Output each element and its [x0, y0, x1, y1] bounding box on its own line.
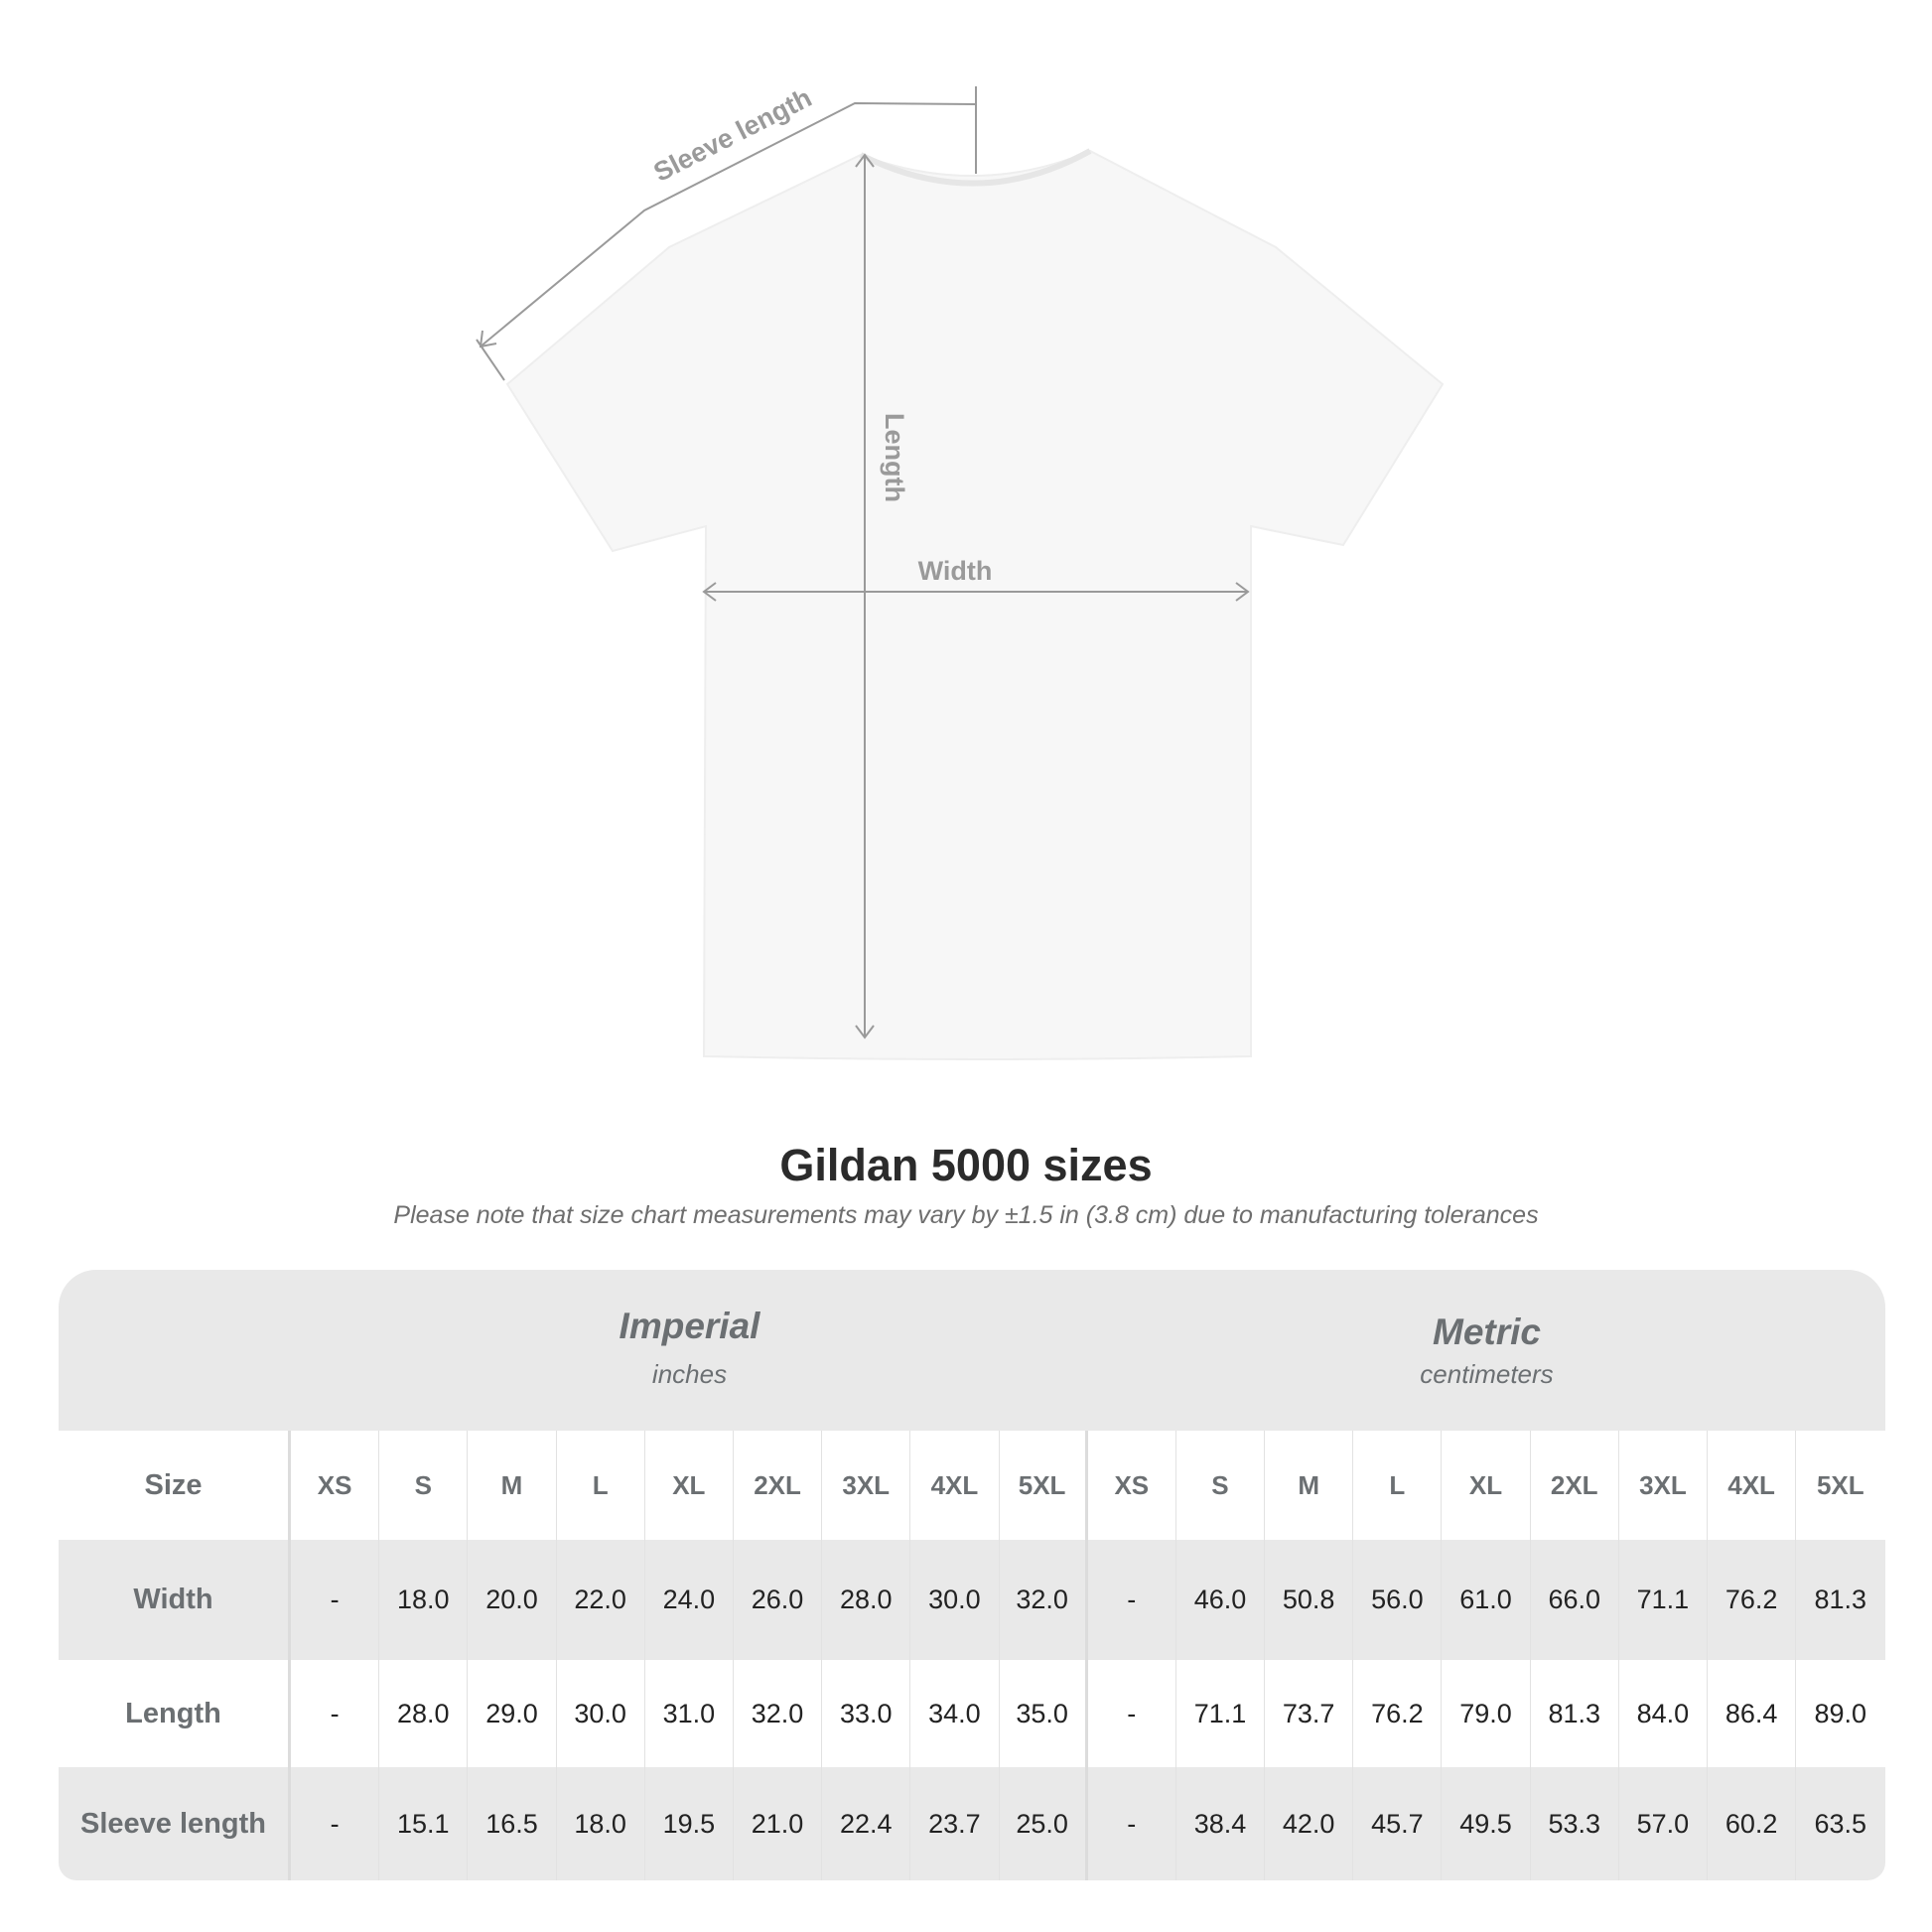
table-cell: 15.1	[379, 1767, 469, 1880]
sleeve-length-row: Sleeve length -15.1 16.5 18.0 19.5 21.0 22.4 23…	[59, 1767, 1885, 1880]
row-label: Length	[59, 1660, 291, 1767]
table-cell: 38.4	[1176, 1767, 1266, 1880]
chart-title: Gildan 5000 sizes	[779, 1140, 1153, 1190]
size-table: Imperial inches Metric centimeters Size X…	[59, 1270, 1885, 1880]
table-cell: 81.3	[1531, 1660, 1619, 1767]
table-cell: 56.0	[1353, 1540, 1443, 1660]
table-cell: 2XL	[1531, 1431, 1619, 1540]
table-cell: 89.0	[1814, 1698, 1867, 1728]
table-cell: -	[1088, 1660, 1176, 1767]
table-cell: 53.3	[1531, 1767, 1619, 1880]
table-cell: XS	[291, 1431, 380, 1540]
sleeve-measure-line	[480, 101, 977, 347]
table-cell: 57.0	[1619, 1767, 1708, 1880]
table-cell: 35.0	[1000, 1660, 1088, 1767]
tshirt-shape	[505, 149, 1445, 1060]
row-label: Sleeve length	[59, 1767, 291, 1880]
table-cell: 30.0	[910, 1540, 1000, 1660]
table-cell: 25.0	[1000, 1767, 1088, 1880]
tolerance-note: Please note that size chart measurements…	[393, 1201, 1539, 1229]
table-cell: -	[291, 1767, 380, 1880]
table-cell: XS	[1088, 1431, 1176, 1540]
table-cell: 22.0	[557, 1540, 645, 1660]
table-cell: 30.0	[557, 1660, 645, 1767]
table-cell: 4XL	[910, 1431, 1000, 1540]
table-cell: 2XL	[734, 1431, 823, 1540]
table-cell: S	[379, 1431, 469, 1540]
table-cell: 24.0	[645, 1540, 734, 1660]
table-cell: 28.0	[822, 1540, 911, 1660]
table-cell: L	[1353, 1431, 1443, 1540]
table-cell: -	[1088, 1540, 1176, 1660]
table-header	[59, 1270, 1885, 1431]
table-cell: 61.0	[1442, 1540, 1531, 1660]
table-cell: 3XL	[822, 1431, 911, 1540]
tshirt-diagram: Sleeve length Length Width	[476, 82, 1445, 1060]
row-label: Width	[59, 1540, 291, 1660]
table-cell: M	[468, 1431, 557, 1540]
table-cell: XL	[1442, 1431, 1531, 1540]
table-cell: 3XL	[1619, 1431, 1708, 1540]
table-cell: 4XL	[1708, 1431, 1797, 1540]
width-label: Width	[918, 556, 993, 586]
table-cell: -	[291, 1540, 380, 1660]
table-cell: 32.0	[1000, 1540, 1088, 1660]
table-cell: -	[1088, 1767, 1176, 1880]
table-cell: 86.4	[1708, 1660, 1797, 1767]
table-cell: 26.0	[734, 1540, 823, 1660]
table-cell: 33.0	[822, 1660, 911, 1767]
table-cell: 19.5	[645, 1767, 734, 1880]
table-cell: 5XL	[1816, 1469, 1864, 1500]
table-cell: M	[1265, 1431, 1354, 1540]
table-cell: 49.5	[1442, 1767, 1531, 1880]
table-cell: 18.0	[379, 1540, 469, 1660]
table-cell: 23.7	[910, 1767, 1000, 1880]
table-cell: 5XL	[1000, 1431, 1088, 1540]
table-cell: 29.0	[468, 1660, 557, 1767]
table-cell: 45.7	[1353, 1767, 1443, 1880]
table-cell: 76.2	[1708, 1540, 1797, 1660]
table-cell: 16.5	[468, 1767, 557, 1880]
size-row: Size XS S M L XL 2XL 3XL 4XL 5XL XS S M L XL 2XL 3XL 4XL 5…	[59, 1431, 1885, 1540]
table-cell: L	[557, 1431, 645, 1540]
table-cell: XL	[645, 1431, 734, 1540]
table-cell: 71.1	[1176, 1660, 1266, 1767]
table-cell: -	[291, 1660, 380, 1767]
table-cell: S	[1176, 1431, 1266, 1540]
table-cell: 84.0	[1619, 1660, 1708, 1767]
table-cell: 28.0	[379, 1660, 469, 1767]
table-cell: 21.0	[734, 1767, 823, 1880]
length-label: Length	[880, 413, 909, 502]
row-label: Size	[59, 1431, 291, 1540]
table-cell: 66.0	[1531, 1540, 1619, 1660]
width-row: Width -18.0 20.0 22.0 24.0 26.0 28.0 30.0 32.0-4…	[59, 1540, 1885, 1660]
table-cell: 46.0	[1176, 1540, 1266, 1660]
table-cell: 22.4	[822, 1767, 911, 1880]
table-cell: 76.2	[1353, 1660, 1443, 1767]
table-cell: 20.0	[468, 1540, 557, 1660]
collar	[859, 148, 1092, 187]
table-cell: 50.8	[1265, 1540, 1354, 1660]
table-cell: 60.2	[1708, 1767, 1797, 1880]
table-cell: 34.0	[910, 1660, 1000, 1767]
length-row: Length -28.0 29.0 30.0 31.0 32.0 33.0 34.0 35.0-…	[59, 1660, 1885, 1767]
table-cell: 73.7	[1265, 1660, 1354, 1767]
table-cell: 63.5	[1814, 1808, 1867, 1839]
table-cell: 79.0	[1442, 1660, 1531, 1767]
table-cell: 71.1	[1619, 1540, 1708, 1660]
table-cell: 42.0	[1265, 1767, 1354, 1880]
table-cell: 32.0	[734, 1660, 823, 1767]
table-cell: 31.0	[645, 1660, 734, 1767]
table-cell: 18.0	[557, 1767, 645, 1880]
table-cell: 81.3	[1814, 1585, 1867, 1614]
